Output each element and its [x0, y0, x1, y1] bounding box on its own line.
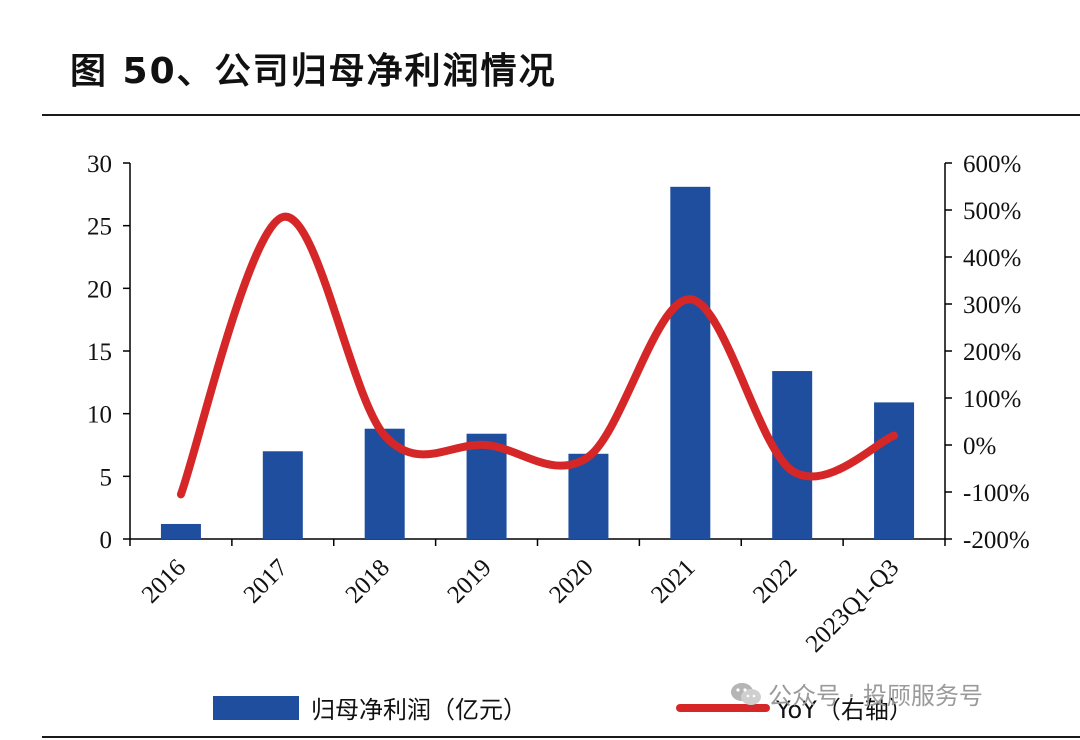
right-tick-label: 600%: [963, 151, 1021, 178]
left-tick-label: 0: [100, 527, 113, 554]
x-tick-label: 2018: [340, 554, 394, 608]
right-tick-label: 200%: [963, 339, 1021, 366]
right-tick-label: 0%: [963, 433, 996, 460]
left-tick-label: 10: [87, 402, 112, 429]
left-tick-label: 5: [100, 464, 113, 491]
legend-line-label: YoY（右轴）: [775, 696, 913, 724]
left-tick-label: 20: [87, 276, 112, 303]
bar-2023q1-q3: [874, 402, 915, 539]
right-tick-label: -100%: [963, 480, 1030, 507]
left-tick-label: 25: [87, 214, 112, 241]
x-tick-label: 2016: [137, 554, 191, 608]
x-tick-label: 2023Q1-Q3: [801, 554, 905, 658]
right-tick-label: 500%: [963, 198, 1021, 225]
left-tick-label: 15: [87, 339, 112, 366]
right-tick-label: 300%: [963, 292, 1021, 319]
title-divider: [42, 114, 1080, 116]
watermark: 公众号 · 投顾服务号: [730, 676, 983, 711]
figure-title: 图 50、公司归母净利润情况: [70, 51, 557, 92]
x-tick-label: 2020: [544, 554, 598, 608]
wechat-icon: [731, 682, 761, 705]
bottom-divider: [42, 736, 1080, 738]
bar-2020: [568, 453, 609, 539]
bar-2021: [670, 186, 711, 539]
bar-2016: [160, 523, 201, 539]
yoy-line: [176, 213, 899, 499]
bar-2017: [262, 451, 303, 539]
legend-bar-label: 归母净利润（亿元）: [311, 696, 527, 724]
left-tick-label: 30: [87, 151, 112, 178]
x-tick-label: 2021: [646, 554, 700, 608]
right-tick-label: 400%: [963, 245, 1021, 272]
legend-bar-swatch: [213, 696, 299, 720]
right-tick-label: -200%: [963, 527, 1030, 554]
right-tick-label: 100%: [963, 386, 1021, 413]
watermark-text: 公众号 · 投顾服务号: [768, 682, 983, 710]
x-tick-label: 2017: [239, 554, 293, 608]
x-tick-label: 2019: [442, 554, 496, 608]
x-tick-label: 2022: [748, 554, 802, 608]
